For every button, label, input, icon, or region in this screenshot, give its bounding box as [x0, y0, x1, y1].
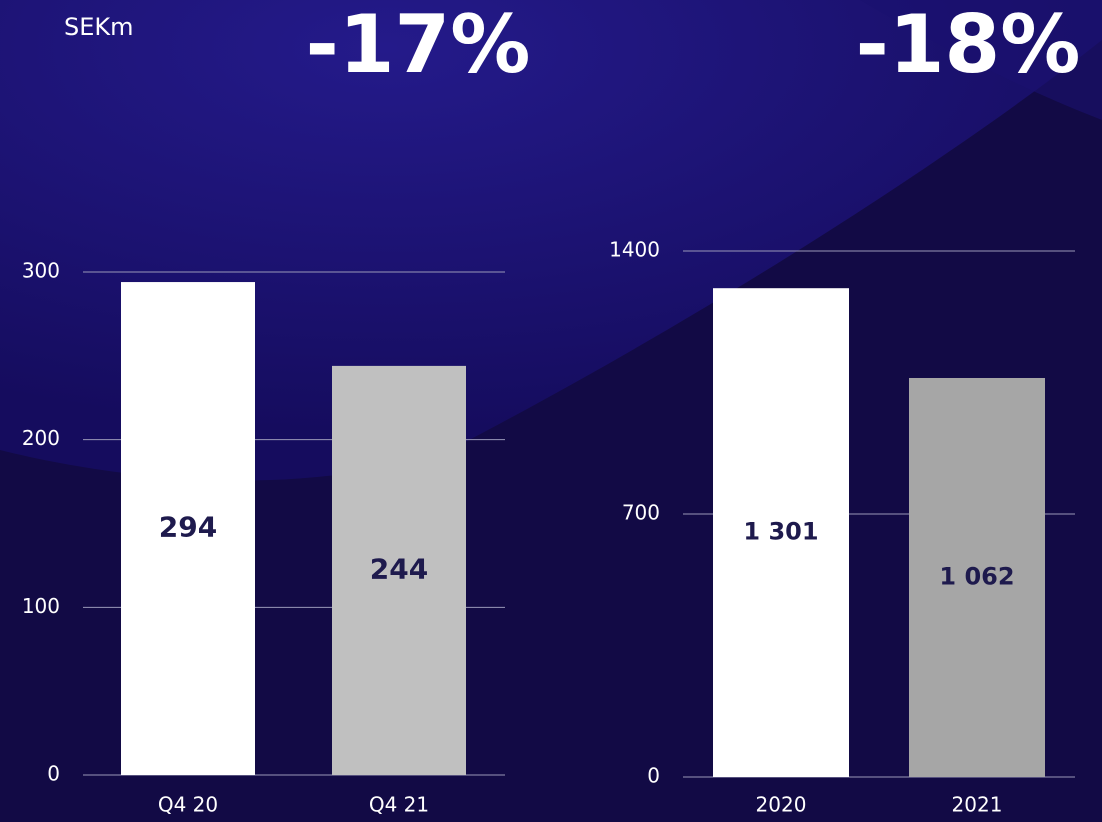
value-label: 244: [370, 552, 428, 585]
chart-title: -17%: [306, 0, 531, 91]
y-tick-label: 300: [22, 259, 60, 283]
value-label: 1 301: [743, 518, 818, 546]
y-tick-label: 700: [622, 501, 660, 525]
x-tick-label: 2020: [756, 793, 807, 817]
y-tick-label: 200: [22, 426, 60, 450]
bar: [909, 377, 1045, 777]
y-tick-label: 100: [22, 594, 60, 618]
y-tick-label: 1400: [609, 238, 660, 262]
x-tick-label: Q4 21: [369, 793, 429, 817]
x-tick-label: 2021: [952, 793, 1003, 817]
x-tick-label: Q4 20: [158, 793, 218, 817]
bar: [713, 288, 849, 777]
y-tick-label: 0: [647, 764, 660, 788]
y-tick-label: 0: [47, 762, 60, 786]
background-swoosh-top: [860, 0, 1102, 120]
bar: [121, 282, 255, 775]
unit-label: SEKm: [64, 13, 134, 41]
value-label: 1 062: [939, 562, 1014, 590]
background-swoosh: [0, 0, 1102, 481]
chart-title: -18%: [856, 0, 1081, 91]
value-label: 294: [159, 511, 217, 544]
bar: [332, 365, 466, 775]
